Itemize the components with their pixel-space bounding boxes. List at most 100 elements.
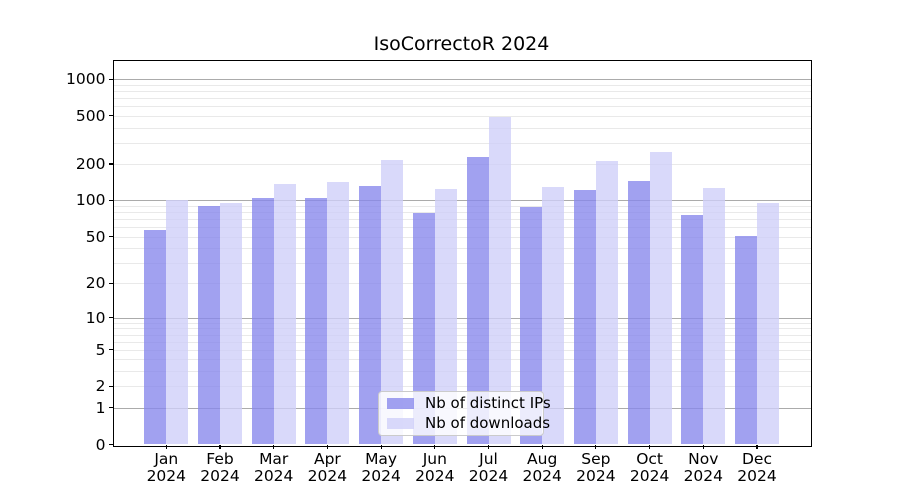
y-tick-0 [109,443,114,446]
bar-apr-downloads [327,182,350,445]
x-tick-label-aug: Aug 2024 [522,450,562,485]
plot-area [113,60,811,445]
bar-feb-downloads [220,203,242,445]
y-tick-2 [109,385,114,387]
minor-gridline-4 [113,359,811,361]
legend-item-downloads: Nb of downloads [383,414,550,433]
bar-dec-distinct-ips [735,235,757,445]
major-gridline-1000 [113,79,811,81]
bar-dec-downloads [757,202,779,445]
y-tick-500 [109,115,114,117]
x-tick-label-may: May 2024 [361,450,401,485]
minor-gridline-70 [113,219,811,221]
x-tick-label-feb: Feb 2024 [200,450,240,485]
y-tick-label-0: 0 [95,435,106,454]
minor-gridline-600 [113,106,811,108]
minor-gridline-50 [113,236,811,238]
minor-gridline-2 [113,386,811,388]
minor-gridline-60 [113,227,811,229]
legend-item-distinct-ips: Nb of distinct IPs [383,395,551,413]
bar-jul-distinct-ips [466,156,489,445]
minor-gridline-80 [113,212,811,214]
x-tick-nov [702,444,704,449]
y-tick-1000 [109,78,114,80]
y-tick-label-200: 200 [75,155,106,174]
x-tick-may [380,444,382,449]
y-tick-1 [109,407,114,409]
bar-may-downloads [381,159,404,445]
x-tick-label-jan: Jan 2024 [146,450,187,485]
x-tick-label-jun: Jun 2024 [415,450,455,485]
bar-jan-distinct-ips [144,229,167,445]
minor-gridline-700 [113,97,811,99]
x-tick-aug [541,444,543,449]
bar-aug-distinct-ips [520,206,543,445]
y-tick-10 [109,317,114,319]
bar-oct-downloads [649,152,672,445]
minor-gridline-400 [113,127,811,129]
bar-nov-downloads [703,187,726,445]
x-tick-oct [649,444,651,449]
x-tick-apr [326,444,328,449]
minor-gridline-800 [113,90,811,92]
bar-mar-downloads [273,183,296,445]
y-tick-label-2: 2 [95,377,106,396]
y-tick-200 [109,163,114,165]
minor-gridline-200 [113,164,811,166]
legend-swatch-downloads [387,417,414,429]
major-gridline-10 [113,317,811,319]
x-tick-dec [756,444,758,449]
x-tick-jun [434,444,436,449]
minor-gridline-9 [113,322,811,324]
x-tick-feb [219,444,221,449]
bar-feb-distinct-ips [198,205,220,445]
x-tick-label-apr: Apr 2024 [307,450,348,485]
legend: Nb of distinct IPs Nb of downloads [378,391,551,436]
bar-jan-downloads [166,200,189,445]
bar-sep-downloads [595,160,618,445]
x-tick-sep [595,444,597,449]
bar-jun-distinct-ips [412,213,435,445]
y-tick-100 [109,199,114,202]
y-tick-label-500: 500 [75,106,106,125]
minor-gridline-90 [113,205,811,207]
bar-apr-distinct-ips [305,198,328,445]
x-tick-label-jul: Jul 2024 [468,450,509,485]
bar-nov-distinct-ips [681,215,704,445]
chart-title: IsoCorrectoR 2024 [373,33,550,55]
y-tick-5 [109,349,114,351]
y-tick-label-10: 10 [85,308,106,327]
legend-label-downloads: Nb of downloads [425,413,551,432]
x-tick-jul [487,444,490,449]
bar-sep-distinct-ips [573,189,596,445]
bar-jun-downloads [434,188,457,445]
y-tick-label-1: 1 [95,398,106,417]
major-gridline-100 [113,200,811,202]
x-tick-label-oct: Oct 2024 [629,450,670,485]
minor-gridline-500 [113,115,811,117]
x-tick-label-dec: Dec 2024 [737,450,777,485]
bar-may-distinct-ips [359,186,382,445]
bar-aug-downloads [542,186,565,445]
x-tick-label-sep: Sep 2024 [576,450,616,485]
x-tick-label-mar: Mar 2024 [253,450,294,485]
minor-gridline-30 [113,262,811,264]
legend-swatch-distinct-ips [387,398,414,410]
bar-oct-distinct-ips [627,180,650,445]
y-tick-label-5: 5 [95,340,106,359]
minor-gridline-6 [113,341,811,343]
minor-gridline-8 [113,328,811,330]
bar-mar-distinct-ips [251,198,274,445]
minor-gridline-40 [113,248,811,250]
minor-gridline-20 [113,283,811,285]
x-tick-jan [165,444,167,449]
y-tick-label-100: 100 [75,191,106,210]
y-tick-50 [109,235,114,238]
x-tick-mar [273,444,275,449]
y-tick-label-20: 20 [85,274,106,293]
y-tick-20 [109,282,114,285]
y-tick-label-1000: 1000 [66,70,106,89]
minor-gridline-7 [113,334,811,336]
legend-label-distinct-ips: Nb of distinct IPs [425,394,551,413]
